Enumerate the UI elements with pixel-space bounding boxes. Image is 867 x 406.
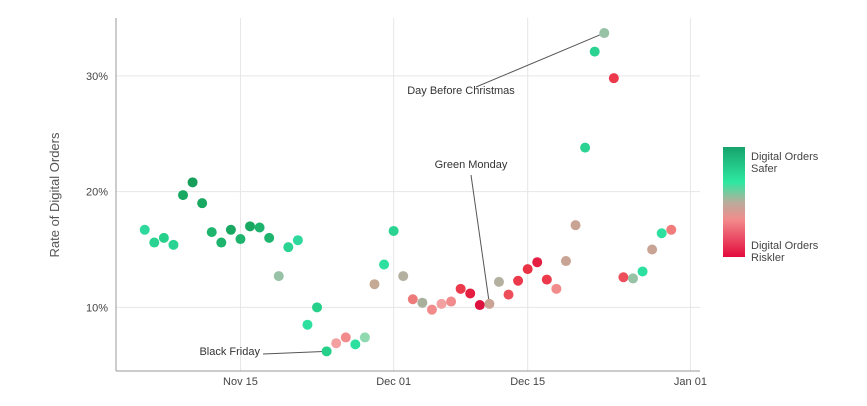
data-point [187, 177, 198, 188]
data-point [350, 339, 361, 350]
data-point [532, 257, 543, 268]
data-point [647, 244, 658, 255]
legend-label-riskier: Digital Orders Riskler [751, 240, 819, 264]
data-point [522, 264, 533, 275]
data-point [666, 224, 677, 235]
annotation-label: Day Before Christmas [407, 85, 515, 97]
axes [115, 18, 700, 372]
data-point [216, 237, 227, 248]
data-point [264, 232, 275, 243]
y-axis-label: Rate of Digital Orders [47, 132, 62, 257]
data-point [599, 28, 610, 39]
y-tick-label: 20% [86, 187, 108, 199]
data-point [206, 227, 217, 238]
data-point [388, 225, 399, 236]
data-point [321, 346, 332, 357]
data-point [637, 266, 648, 277]
data-point [149, 237, 160, 248]
data-point [608, 73, 619, 84]
grid-lines [116, 18, 700, 371]
data-point [580, 142, 591, 153]
data-point [197, 198, 208, 209]
x-tick-label: Nov 15 [223, 376, 258, 388]
annotation-leader-line [262, 350, 327, 355]
data-point [465, 288, 476, 299]
data-point [178, 190, 189, 201]
annotation-lines [262, 32, 605, 355]
data-point [627, 273, 638, 284]
data-point [407, 294, 418, 305]
data-point [273, 271, 284, 282]
data-point [245, 221, 256, 232]
data-point [484, 298, 495, 309]
x-tick-label: Dec 01 [376, 376, 411, 388]
data-point [589, 46, 600, 57]
legend-label-safer: Digital Orders Safer [751, 151, 819, 175]
data-point [570, 220, 581, 231]
data-point [331, 338, 342, 349]
data-point [618, 272, 629, 283]
data-point [436, 298, 447, 309]
y-tick-label: 30% [86, 71, 108, 83]
data-point [446, 296, 457, 307]
data-point [292, 235, 303, 246]
data-point [283, 242, 294, 253]
data-point [340, 332, 351, 343]
data-point [254, 222, 265, 233]
annotation-label: Black Friday [199, 346, 260, 358]
annotation-leader-line [470, 174, 490, 304]
data-point [139, 224, 150, 235]
data-point [474, 300, 485, 311]
data-point [168, 239, 179, 250]
x-tick-label: Dec 15 [510, 376, 545, 388]
legend-color-bar [723, 147, 745, 257]
annotation-leader-line [475, 32, 605, 88]
data-point [398, 271, 409, 282]
data-point [513, 275, 524, 286]
annotation-labels: Black Friday Green Monday Day Before Chris… [199, 85, 515, 358]
data-point [493, 276, 504, 287]
data-point [158, 232, 169, 243]
data-point [359, 332, 370, 343]
data-point [369, 279, 380, 290]
data-point [235, 234, 246, 245]
legend: Digital Orders Safer Digital Orders Riskle… [723, 147, 819, 264]
annotation-label: Green Monday [435, 159, 508, 171]
x-tick-label: Jan 01 [674, 376, 707, 388]
data-point [302, 319, 313, 330]
data-point [417, 297, 428, 308]
data-point [225, 224, 236, 235]
data-point [560, 256, 571, 267]
data-point [656, 228, 667, 239]
data-points [139, 28, 677, 357]
data-point [551, 283, 562, 294]
y-tick-labels: 10% 20% 30% [86, 71, 108, 314]
data-point [426, 304, 437, 315]
data-point [379, 259, 390, 270]
data-point [503, 289, 514, 300]
y-tick-label: 10% [86, 302, 108, 314]
data-point [455, 283, 466, 294]
data-point [541, 274, 552, 285]
data-point [312, 302, 323, 313]
x-tick-labels: Nov 15 Dec 01 Dec 15 Jan 01 [223, 376, 707, 388]
